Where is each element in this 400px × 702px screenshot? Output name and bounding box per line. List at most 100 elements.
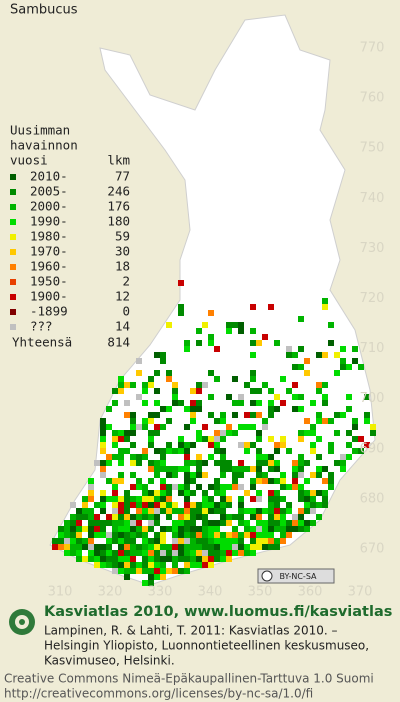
square <box>202 556 208 562</box>
square <box>124 574 130 580</box>
square <box>130 424 136 430</box>
square <box>172 508 178 514</box>
square <box>364 394 370 400</box>
square <box>142 502 148 508</box>
square <box>250 532 256 538</box>
square <box>118 448 124 454</box>
square <box>178 508 184 514</box>
legend-heading: havainnon <box>10 138 78 153</box>
square <box>304 460 310 466</box>
square <box>196 328 202 334</box>
square <box>196 526 202 532</box>
square <box>340 358 346 364</box>
square <box>334 460 340 466</box>
square <box>214 478 220 484</box>
citation: Kasvimuseo, Helsinki. <box>44 654 175 668</box>
square <box>364 418 370 424</box>
square <box>130 556 136 562</box>
square <box>268 538 274 544</box>
square <box>130 382 136 388</box>
square <box>172 568 178 574</box>
legend-swatch <box>10 174 16 180</box>
square <box>310 424 316 430</box>
square <box>94 556 100 562</box>
square <box>268 466 274 472</box>
square <box>196 388 202 394</box>
square <box>202 520 208 526</box>
square <box>184 448 190 454</box>
square <box>130 484 136 490</box>
square <box>220 448 226 454</box>
square <box>304 430 310 436</box>
square <box>322 478 328 484</box>
square <box>268 544 274 550</box>
square <box>244 466 250 472</box>
square <box>58 532 64 538</box>
square <box>154 430 160 436</box>
square <box>196 532 202 538</box>
square <box>148 466 154 472</box>
square <box>238 322 244 328</box>
square <box>220 544 226 550</box>
square <box>214 346 220 352</box>
square <box>124 544 130 550</box>
square <box>208 412 214 418</box>
square <box>106 538 112 544</box>
square <box>148 520 154 526</box>
square <box>112 454 118 460</box>
square <box>250 340 256 346</box>
grid-y-label: 770 <box>360 41 385 56</box>
square <box>160 502 166 508</box>
square <box>142 418 148 424</box>
square <box>178 442 184 448</box>
square <box>148 490 154 496</box>
square <box>340 460 346 466</box>
square <box>256 388 262 394</box>
square <box>148 550 154 556</box>
square <box>142 490 148 496</box>
square <box>166 442 172 448</box>
square <box>274 496 280 502</box>
square <box>250 526 256 532</box>
square <box>172 466 178 472</box>
observation-squares <box>52 280 376 586</box>
legend-swatch <box>10 249 16 255</box>
square <box>190 502 196 508</box>
square <box>208 520 214 526</box>
legend-count: 0 <box>122 304 130 319</box>
square <box>328 448 334 454</box>
square <box>274 520 280 526</box>
square <box>304 418 310 424</box>
square <box>268 520 274 526</box>
square <box>220 538 226 544</box>
square <box>124 514 130 520</box>
square <box>202 544 208 550</box>
square <box>142 484 148 490</box>
square <box>118 544 124 550</box>
square <box>256 532 262 538</box>
square <box>178 400 184 406</box>
square <box>70 550 76 556</box>
square <box>94 550 100 556</box>
square <box>172 520 178 526</box>
legend-swatch <box>10 219 16 225</box>
square <box>226 460 232 466</box>
square <box>196 556 202 562</box>
square <box>106 406 112 412</box>
square <box>208 502 214 508</box>
square <box>268 514 274 520</box>
square <box>202 460 208 466</box>
square <box>124 538 130 544</box>
square <box>226 430 232 436</box>
square <box>304 502 310 508</box>
square <box>232 472 238 478</box>
square <box>274 526 280 532</box>
square <box>178 436 184 442</box>
square <box>316 352 322 358</box>
square <box>244 448 250 454</box>
square <box>214 532 220 538</box>
square <box>106 460 112 466</box>
square <box>268 412 274 418</box>
square <box>244 532 250 538</box>
square <box>154 568 160 574</box>
